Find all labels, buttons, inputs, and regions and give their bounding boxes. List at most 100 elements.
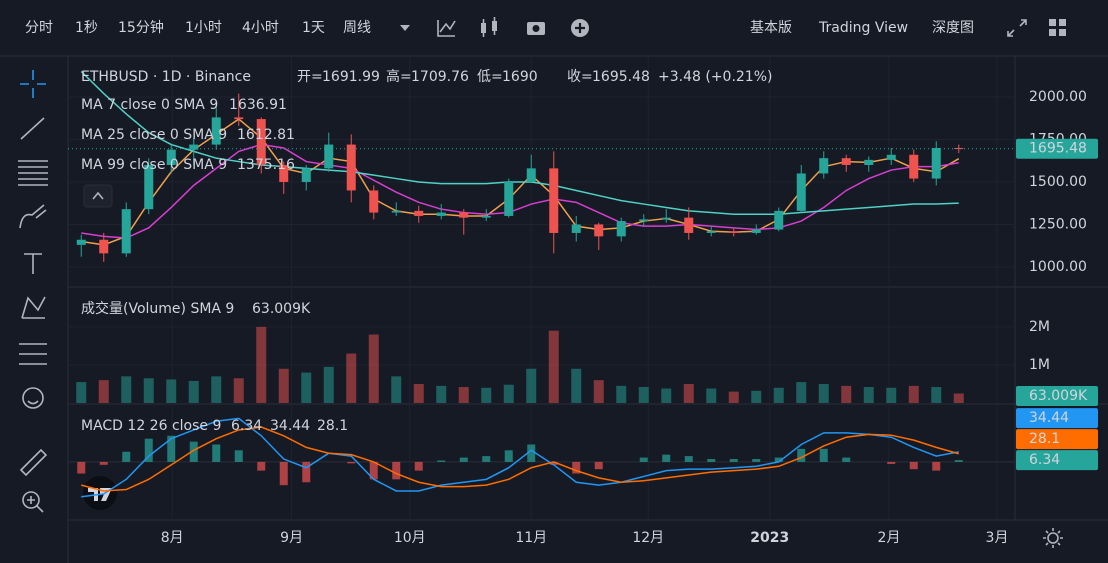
- candle-body: [324, 144, 334, 169]
- macd-histogram: [257, 461, 266, 471]
- view-button[interactable]: 基本版: [750, 19, 792, 36]
- macd-histogram: [99, 461, 108, 465]
- volume-bar: [233, 378, 244, 403]
- crosshair-tool[interactable]: [20, 70, 46, 98]
- ohlc-value: 1690: [502, 69, 538, 85]
- interval-button[interactable]: 4小时: [242, 20, 279, 36]
- macd-value: 28.1: [317, 418, 348, 434]
- view-button[interactable]: 深度图: [932, 20, 974, 36]
- candle-body: [76, 239, 86, 245]
- volume-bar: [773, 387, 784, 403]
- candle-body: [864, 159, 874, 165]
- volume-bar: [211, 376, 222, 403]
- indicator-value: 1636.91: [229, 97, 287, 113]
- candle-body: [819, 158, 829, 174]
- y-tick-label: 1500.00: [1029, 174, 1087, 190]
- candle-body: [571, 224, 581, 233]
- volume-bar: [751, 390, 762, 403]
- indicator-icon[interactable]: [437, 20, 456, 37]
- macd-histogram: [684, 456, 693, 462]
- interval-button[interactable]: 1秒: [75, 20, 98, 36]
- macd-histogram: [392, 461, 401, 480]
- x-tick-label: 11月: [515, 530, 547, 546]
- symbol-title: ETHBUSD · 1D · Binance: [81, 69, 251, 85]
- zoom-tool[interactable]: [22, 491, 44, 513]
- volume-bar: [886, 387, 897, 403]
- volume-bar: [908, 385, 919, 403]
- x-tick-label: 2023: [750, 530, 789, 546]
- volume-bar: [323, 366, 334, 403]
- candle-body: [414, 210, 424, 216]
- macd-histogram: [122, 451, 131, 462]
- candle-body: [121, 209, 131, 254]
- interval-button[interactable]: 周线: [343, 20, 371, 36]
- pattern-tool[interactable]: [21, 296, 46, 319]
- emoji-tool[interactable]: [22, 387, 44, 409]
- volume-bar: [683, 383, 694, 403]
- macd-histogram: [662, 454, 671, 462]
- camera-icon[interactable]: [527, 22, 545, 35]
- volume-bar: [616, 385, 627, 403]
- trendline-tool[interactable]: [20, 117, 45, 140]
- candle-body: [504, 181, 514, 216]
- candle-body: [549, 168, 559, 233]
- price-tag: 1695.48: [1029, 141, 1087, 157]
- volume-bar: [278, 368, 289, 403]
- ma-line: [80, 70, 959, 216]
- indicator-value: 1375.16: [237, 157, 295, 173]
- volume-bar: [166, 379, 177, 403]
- macd-histogram: [482, 456, 491, 462]
- ruler-tool[interactable]: [19, 448, 48, 477]
- interval-button[interactable]: 1小时: [185, 20, 222, 36]
- fullscreen-icon[interactable]: [1007, 19, 1027, 37]
- ohlc-value: 1709.76: [411, 69, 469, 85]
- macd-histogram: [144, 438, 153, 462]
- macd-histogram: [797, 448, 806, 462]
- macd-tag: 34.44: [1029, 410, 1069, 426]
- volume-bar: [413, 383, 424, 403]
- macd-histogram: [549, 461, 558, 465]
- candle-body: [661, 217, 671, 220]
- candle-body: [301, 168, 311, 182]
- settings-icon[interactable]: [1043, 528, 1063, 548]
- candle-body: [751, 229, 761, 233]
- candle-icon[interactable]: [481, 17, 497, 37]
- interval-button[interactable]: 分时: [25, 20, 53, 36]
- dropdown-icon[interactable]: [400, 25, 410, 31]
- candle-body: [841, 158, 851, 165]
- ma-line: [81, 118, 960, 246]
- volume-bar: [458, 387, 469, 403]
- prediction-tool[interactable]: [19, 343, 47, 365]
- add-icon[interactable]: [571, 19, 589, 37]
- y-tick-label: 1M: [1029, 357, 1050, 373]
- candle-body: [99, 239, 109, 254]
- text-tool[interactable]: [24, 253, 42, 274]
- ohlc-label: 开=: [297, 69, 323, 85]
- macd-histogram: [414, 461, 423, 471]
- interval-button[interactable]: 15分钟: [118, 19, 164, 36]
- macd-histogram: [459, 457, 468, 462]
- y-tick-label: 1250.00: [1029, 216, 1087, 232]
- x-tick-label: 9月: [280, 530, 303, 546]
- fib-tool[interactable]: [18, 160, 48, 186]
- indicator-label: MA 99 close 0 SMA 9: [81, 157, 227, 173]
- macd-histogram: [527, 444, 536, 462]
- macd-tag-bg: [1016, 408, 1098, 429]
- price-tag-bg: [1016, 138, 1098, 159]
- interval-button[interactable]: 1天: [302, 20, 325, 36]
- logo: [83, 476, 117, 510]
- macd-value: 34.44: [270, 418, 310, 434]
- candle-body: [526, 168, 536, 182]
- candle-body: [391, 210, 401, 213]
- brush-tool[interactable]: [19, 204, 47, 229]
- ohlc-label: 低=: [477, 69, 503, 85]
- candle-body: [796, 173, 806, 211]
- collapse-button[interactable]: [83, 184, 113, 208]
- view-button[interactable]: Trading View: [818, 20, 908, 36]
- volume-bar: [188, 380, 199, 403]
- layout-icon[interactable]: [1049, 19, 1066, 36]
- volume-bar: [593, 380, 604, 403]
- candle-body: [166, 149, 176, 165]
- indicator-label: MA 7 close 0 SMA 9: [81, 97, 218, 113]
